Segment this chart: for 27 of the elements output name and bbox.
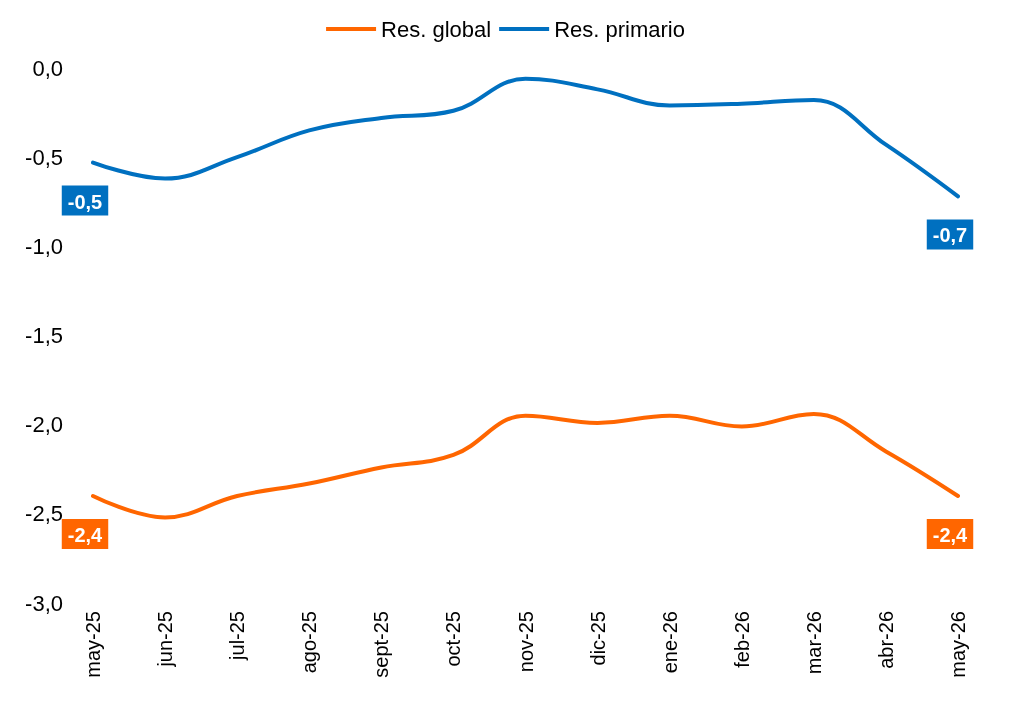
y-tick-label: -2,0	[25, 412, 63, 438]
x-tick-label: may-26	[947, 611, 969, 678]
data-label: -0,7	[932, 224, 968, 247]
data-label: -2,4	[67, 524, 104, 546]
line-series	[91, 411, 960, 520]
x-tick-label: oct-25	[442, 611, 465, 667]
x-tick-label: ago-25	[298, 611, 321, 674]
data-label: -2,4	[932, 524, 969, 546]
y-tick-label: -0,5	[25, 144, 63, 170]
legend-label: Res. global	[381, 16, 492, 42]
y-tick-label: 0,0	[32, 55, 63, 81]
x-tick-label: jul-25	[226, 611, 249, 661]
x-tick-label: ene-26	[658, 611, 681, 674]
y-tick-label: -2,5	[25, 501, 63, 527]
x-tick-label: feb-26	[730, 611, 753, 668]
x-tick-label: dic-25	[586, 611, 609, 666]
x-tick-label: jun-25	[154, 611, 177, 668]
y-tick-label: -1,0	[25, 233, 63, 259]
x-tick-label: may-25	[82, 611, 104, 678]
x-tick-label: mar-26	[802, 611, 825, 675]
y-tick-label: -1,5	[25, 323, 63, 348]
x-tick-label: sept-25	[370, 611, 393, 678]
x-tick-label: nov-25	[514, 611, 537, 673]
x-tick-label: abr-26	[874, 611, 897, 669]
legend-label: Res. primario	[554, 16, 685, 42]
y-tick-label: -3,0	[25, 590, 63, 616]
data-label: -0,5	[67, 190, 103, 213]
